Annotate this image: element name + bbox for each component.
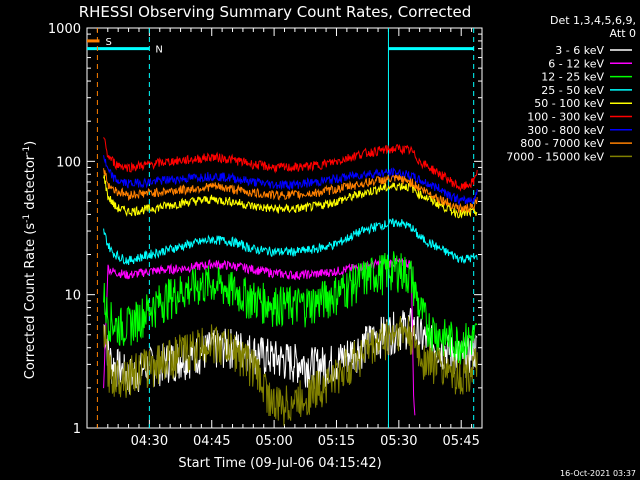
chart-title: RHESSI Observing Summary Count Rates, Co…	[79, 3, 472, 21]
series-line	[103, 174, 478, 219]
legend-entry-label: 7000 - 15000 keV	[506, 150, 604, 163]
y-axis: 1 10 100 1000	[48, 22, 482, 437]
legend-entry-label: 6 - 12 keV	[548, 57, 604, 70]
footer-timestamp: 16-Oct-2021 03:37	[560, 469, 636, 478]
legend-entry-label: 300 - 800 keV	[527, 124, 604, 137]
y-tick-label: 1	[73, 422, 81, 437]
legend-entry-label: 50 - 100 keV	[534, 97, 604, 110]
mode-marker-label: S	[105, 37, 111, 48]
x-axis: 04:30 04:45 05:00 05:15 05:30 05:45	[86, 28, 483, 449]
legend-entry-label: 12 - 25 keV	[541, 71, 604, 84]
series-line	[103, 168, 478, 214]
y-tick-label: 10	[64, 289, 81, 304]
series-line	[103, 155, 478, 207]
legend-entry-label: 100 - 300 keV	[527, 111, 604, 124]
y-axis-label: Corrected Count Rate (s-1 detector-1)	[22, 141, 38, 379]
series-line	[103, 218, 478, 266]
x-tick-label: 05:15	[318, 434, 355, 449]
mode-markers: SN	[87, 37, 474, 56]
series-group	[103, 137, 478, 426]
series-line	[103, 251, 478, 365]
legend-entry-label: 3 - 6 keV	[555, 44, 604, 57]
x-tick-label: 04:45	[193, 434, 230, 449]
x-tick-label: 05:30	[380, 434, 417, 449]
series-line	[103, 316, 478, 426]
legend-header: Det 1,3,4,5,6,9,	[550, 14, 636, 27]
legend-entry-label: 800 - 7000 keV	[520, 137, 604, 150]
x-axis-label: Start Time (09-Jul-06 04:15:42)	[178, 456, 381, 471]
series-line	[103, 256, 416, 416]
mode-marker-label: N	[155, 45, 162, 56]
series-line	[103, 137, 478, 192]
legend-entry-label: 25 - 50 keV	[541, 84, 604, 97]
legend-header: Att 0	[610, 27, 636, 40]
x-tick-label: 05:00	[255, 434, 292, 449]
y-tick-label: 100	[56, 155, 81, 170]
x-tick-label: 05:45	[442, 434, 479, 449]
y-tick-label: 1000	[48, 22, 81, 37]
x-tick-label: 04:30	[131, 434, 168, 449]
